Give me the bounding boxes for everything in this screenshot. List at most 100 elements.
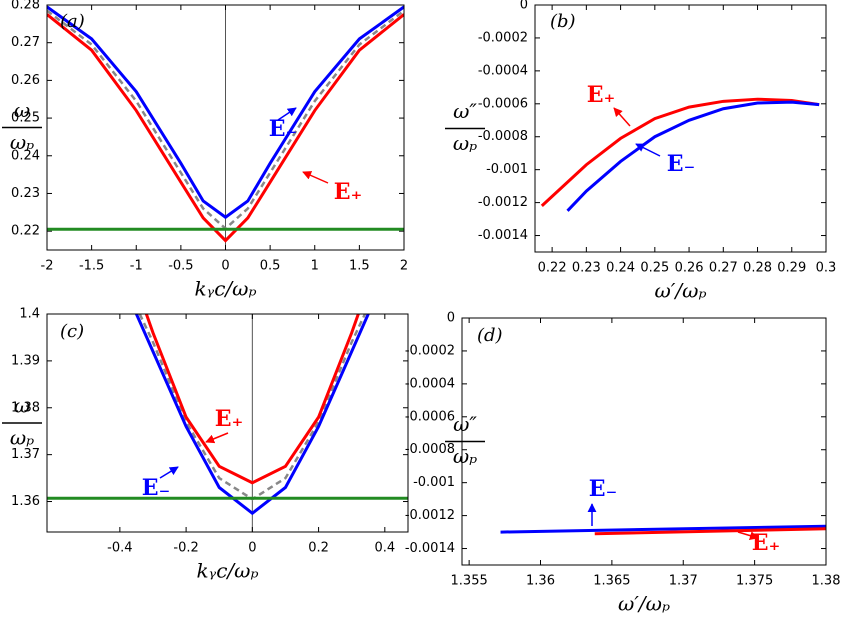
series-label: E₋ bbox=[667, 151, 695, 177]
label-arrow bbox=[159, 466, 179, 479]
panel-label: (a) bbox=[60, 11, 85, 32]
y-tick-label: -0.001 bbox=[413, 475, 455, 490]
x-axis-label: kᵧc/ωₚ bbox=[195, 277, 257, 301]
x-axis-label: ω′/ωₚ bbox=[618, 592, 670, 616]
plot-lines bbox=[540, 97, 820, 212]
y-tick-label: -0.0006 bbox=[405, 409, 455, 424]
x-tick-label: 1.355 bbox=[451, 574, 488, 589]
x-tick-label: -1 bbox=[130, 259, 143, 274]
x-tick-label: 1.365 bbox=[593, 574, 630, 589]
y-tick-label: 0.28 bbox=[11, 0, 40, 13]
y-tick-label: 1.36 bbox=[11, 494, 40, 509]
x-tick-label: 1 bbox=[311, 259, 319, 274]
y-axis-numerator: ω″ bbox=[453, 99, 477, 123]
series-label: E₋ bbox=[589, 476, 617, 502]
x-tick-label: 1.37 bbox=[669, 574, 698, 589]
y-tick-label: 0.27 bbox=[11, 35, 40, 50]
y-tick-label: 0 bbox=[447, 311, 455, 326]
series-label: E₋ bbox=[269, 116, 297, 142]
y-tick-label: 1.38 bbox=[11, 400, 40, 415]
x-tick-label: 0.22 bbox=[538, 261, 567, 276]
x-tick-label: 0 bbox=[221, 259, 229, 274]
series-line bbox=[540, 97, 820, 207]
plot-frame bbox=[46, 4, 405, 251]
y-tick-label: -0.0002 bbox=[478, 30, 528, 45]
x-tick-label: -0.5 bbox=[168, 259, 193, 274]
x-tick-label: -0.2 bbox=[173, 541, 198, 556]
series-line bbox=[135, 314, 370, 516]
series-label: E₋ bbox=[142, 475, 170, 501]
plot-frame bbox=[46, 313, 409, 533]
y-axis-numerator: ω″ bbox=[453, 412, 477, 436]
y-tick-label: 1.4 bbox=[19, 307, 40, 322]
x-tick-label: 0.24 bbox=[606, 261, 635, 276]
y-tick-label: -0.0008 bbox=[405, 442, 455, 457]
y-tick-label: -0.0002 bbox=[405, 343, 455, 358]
y-tick-label: 0.22 bbox=[11, 224, 40, 239]
y-axis-denominator: ωₚ bbox=[10, 130, 34, 154]
y-tick-label: -0.0014 bbox=[405, 541, 455, 556]
y-tick-label: -0.0004 bbox=[478, 63, 528, 78]
plot-lines bbox=[500, 524, 826, 536]
y-tick-label: 0.26 bbox=[11, 73, 40, 88]
label-arrow bbox=[737, 531, 759, 540]
y-tick-label: 0.24 bbox=[11, 148, 40, 163]
x-tick-label: 2 bbox=[400, 259, 408, 274]
plot-lines bbox=[47, 5, 404, 243]
x-tick-label: 0.25 bbox=[640, 261, 669, 276]
series-line bbox=[144, 314, 360, 485]
series-line bbox=[500, 524, 826, 534]
x-tick-label: 0.23 bbox=[572, 261, 601, 276]
panel-label: (b) bbox=[550, 11, 576, 32]
x-tick-label: 1.375 bbox=[736, 574, 773, 589]
label-arrow bbox=[635, 143, 661, 157]
x-tick-label: 1.38 bbox=[812, 574, 841, 589]
x-axis-label: ω′/ωₚ bbox=[655, 279, 707, 303]
x-tick-label: -1.5 bbox=[79, 259, 104, 274]
series-label: E₊ bbox=[587, 82, 615, 108]
y-axis-denominator: ωₚ bbox=[453, 444, 477, 468]
y-tick-label: -0.0006 bbox=[478, 96, 528, 111]
y-tick-label: -0.0012 bbox=[405, 508, 455, 523]
plot-lines bbox=[47, 314, 408, 516]
series-line bbox=[566, 100, 820, 212]
x-tick-label: 0.3 bbox=[816, 261, 837, 276]
panel-label: (d) bbox=[477, 325, 503, 346]
y-tick-label: 1.39 bbox=[11, 353, 40, 368]
x-tick-label: 0.4 bbox=[374, 541, 395, 556]
y-axis-denominator: ωₚ bbox=[453, 131, 477, 155]
y-tick-label: 0.25 bbox=[11, 111, 40, 126]
y-axis-denominator: ωₚ bbox=[10, 426, 34, 450]
y-tick-label: 1.37 bbox=[11, 447, 40, 462]
series-line bbox=[47, 13, 404, 243]
y-axis-numerator: ω bbox=[14, 98, 30, 122]
series-label: E₊ bbox=[752, 530, 780, 556]
label-arrow bbox=[302, 171, 329, 184]
label-arrow bbox=[205, 432, 229, 444]
series-label: E₊ bbox=[334, 179, 362, 205]
x-tick-label: 0.27 bbox=[709, 261, 738, 276]
plot-frame bbox=[534, 4, 827, 253]
x-tick-label: 0.5 bbox=[260, 259, 281, 274]
x-tick-label: 0 bbox=[248, 541, 256, 556]
series-line bbox=[47, 5, 404, 220]
x-tick-label: 0.28 bbox=[743, 261, 772, 276]
x-tick-label: 0.29 bbox=[777, 261, 806, 276]
y-tick-label: -0.0012 bbox=[478, 195, 528, 210]
x-tick-label: -2 bbox=[41, 259, 54, 274]
label-arrow bbox=[613, 107, 631, 127]
label-arrow bbox=[277, 107, 297, 121]
panel-label: (c) bbox=[60, 321, 84, 342]
y-tick-label: 0 bbox=[520, 0, 528, 13]
y-tick-label: -0.0008 bbox=[478, 129, 528, 144]
x-axis-label: kᵧc/ωₚ bbox=[197, 559, 259, 583]
y-tick-label: 0.23 bbox=[11, 186, 40, 201]
y-axis-numerator: ω bbox=[14, 394, 30, 418]
y-tick-label: -0.0014 bbox=[478, 228, 528, 243]
x-tick-label: 1.36 bbox=[526, 574, 555, 589]
y-tick-label: -0.0004 bbox=[405, 376, 455, 391]
y-tick-label: -0.001 bbox=[486, 162, 528, 177]
x-tick-label: 0.26 bbox=[675, 261, 704, 276]
x-tick-label: 0.2 bbox=[308, 541, 329, 556]
